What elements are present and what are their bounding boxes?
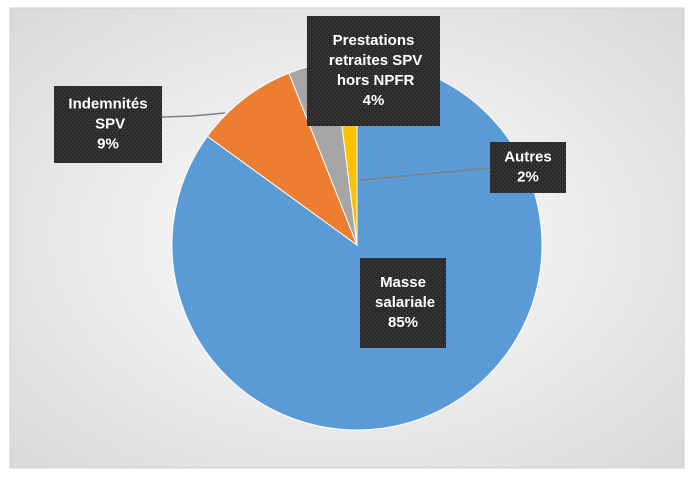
category-label: Autres xyxy=(504,148,552,165)
label-box xyxy=(54,86,162,163)
value-label: 2% xyxy=(517,168,539,185)
category-label: Masse salariale xyxy=(371,274,435,311)
value-label: 4% xyxy=(363,92,385,109)
label-box xyxy=(490,142,566,193)
leader-line xyxy=(359,167,491,181)
pie-slice xyxy=(206,72,359,247)
category-label: Indemnités SPV xyxy=(68,95,147,132)
value-label: 9% xyxy=(97,135,119,152)
leader-line xyxy=(161,112,226,118)
label-box xyxy=(360,258,446,348)
value-label: 85% xyxy=(388,314,418,331)
label-box xyxy=(307,16,440,126)
category-label: Prestations retraites SPV hors NPFR xyxy=(325,32,423,89)
